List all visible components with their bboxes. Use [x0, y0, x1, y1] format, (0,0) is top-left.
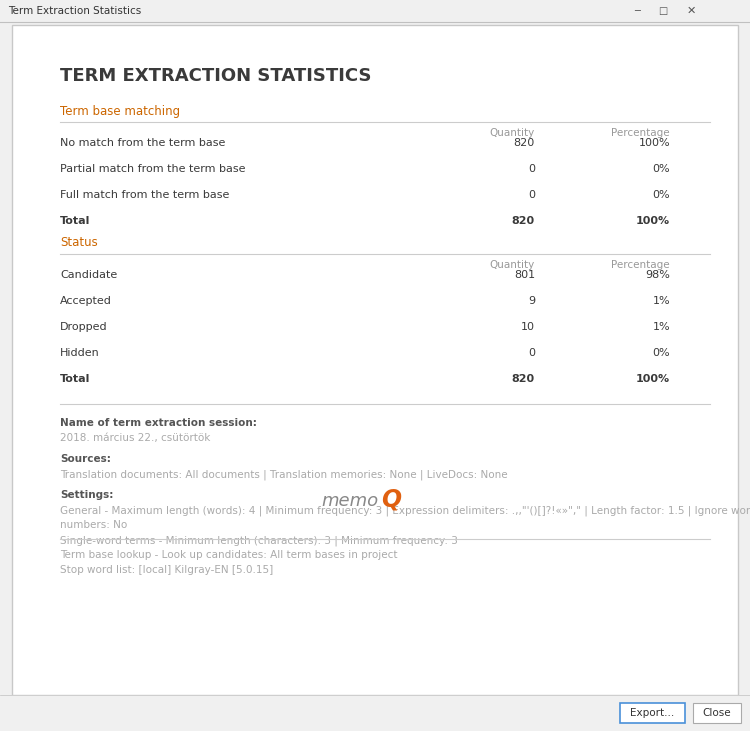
Text: Name of term extraction session:: Name of term extraction session: — [60, 418, 256, 428]
Text: Translation documents: All documents | Translation memories: None | LiveDocs: No: Translation documents: All documents | T… — [60, 469, 508, 480]
Text: Status: Status — [60, 237, 98, 249]
Text: Export...: Export... — [630, 708, 674, 718]
Text: 2018. március 22., csütörtök: 2018. március 22., csütörtök — [60, 433, 210, 443]
Text: Term base matching: Term base matching — [60, 105, 180, 118]
Text: ✕: ✕ — [686, 6, 696, 16]
Text: Total: Total — [60, 374, 90, 384]
Bar — [620, 703, 685, 723]
Text: Term Extraction Statistics: Term Extraction Statistics — [8, 6, 141, 16]
Text: Percentage: Percentage — [611, 260, 670, 270]
Text: 0: 0 — [528, 164, 535, 174]
Text: Q: Q — [381, 488, 401, 512]
Text: 98%: 98% — [645, 270, 670, 280]
Text: numbers: No: numbers: No — [60, 520, 128, 530]
Text: 0%: 0% — [652, 348, 670, 358]
Text: Partial match from the term base: Partial match from the term base — [60, 164, 245, 174]
Text: 1%: 1% — [652, 296, 670, 306]
Text: □: □ — [658, 6, 668, 16]
Text: 801: 801 — [514, 270, 535, 280]
Text: Accepted: Accepted — [60, 296, 112, 306]
Text: Candidate: Candidate — [60, 270, 117, 280]
Text: Quantity: Quantity — [490, 260, 535, 270]
Bar — [0, 695, 750, 731]
Text: 10: 10 — [521, 322, 535, 332]
Text: Dropped: Dropped — [60, 322, 108, 332]
Text: Total: Total — [60, 216, 90, 226]
Text: No match from the term base: No match from the term base — [60, 138, 225, 148]
Text: Percentage: Percentage — [611, 128, 670, 138]
Bar — [0, 0, 750, 22]
Text: Quantity: Quantity — [490, 128, 535, 138]
Text: Single-word terms - Minimum length (characters): 3 | Minimum frequency: 3: Single-word terms - Minimum length (char… — [60, 535, 458, 545]
Text: Term base lookup - Look up candidates: All term bases in project: Term base lookup - Look up candidates: A… — [60, 550, 398, 560]
Text: TERM EXTRACTION STATISTICS: TERM EXTRACTION STATISTICS — [60, 67, 371, 85]
Text: Sources:: Sources: — [60, 454, 111, 464]
Text: 0%: 0% — [652, 190, 670, 200]
Text: Hidden: Hidden — [60, 348, 100, 358]
Text: 0%: 0% — [652, 164, 670, 174]
Text: Full match from the term base: Full match from the term base — [60, 190, 229, 200]
Text: 820: 820 — [514, 138, 535, 148]
Text: Stop word list: [local] Kilgray-EN [5.0.15]: Stop word list: [local] Kilgray-EN [5.0.… — [60, 565, 273, 575]
Text: 100%: 100% — [636, 216, 670, 226]
Text: 0: 0 — [528, 190, 535, 200]
Text: 1%: 1% — [652, 322, 670, 332]
Text: 100%: 100% — [636, 374, 670, 384]
Text: Settings:: Settings: — [60, 490, 113, 500]
Text: 820: 820 — [512, 374, 535, 384]
Text: 9: 9 — [528, 296, 535, 306]
Text: Close: Close — [703, 708, 731, 718]
Text: General - Maximum length (words): 4 | Minimum frequency: 3 | Expression delimite: General - Maximum length (words): 4 | Mi… — [60, 505, 750, 515]
Text: memo: memo — [321, 492, 378, 510]
Bar — [693, 703, 741, 723]
Text: 100%: 100% — [638, 138, 670, 148]
Text: 0: 0 — [528, 348, 535, 358]
Text: ─: ─ — [634, 6, 640, 16]
Text: 820: 820 — [512, 216, 535, 226]
